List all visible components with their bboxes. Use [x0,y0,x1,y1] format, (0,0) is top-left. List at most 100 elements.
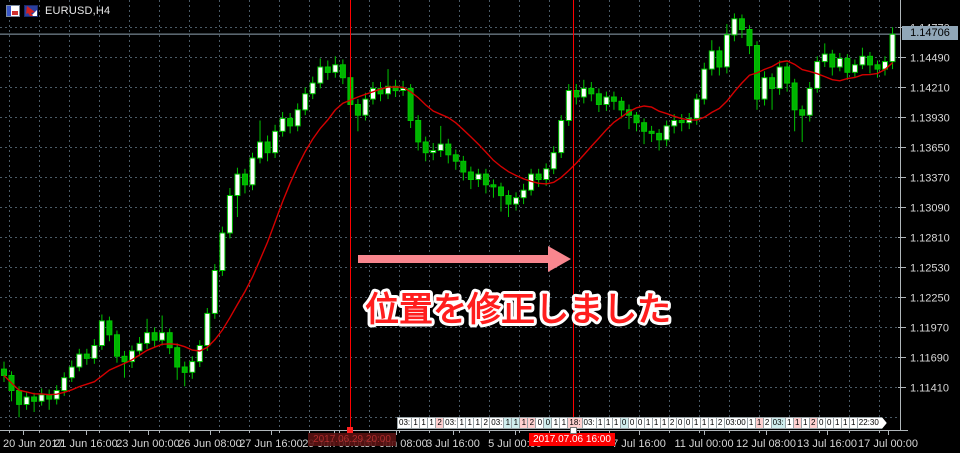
grid [0,0,900,430]
candle-body [114,334,120,357]
candle-body [144,332,151,344]
candle-body [211,270,218,314]
candle-body [339,64,346,79]
candle-body [189,361,196,373]
candle-body [588,87,595,95]
candle-body [851,64,858,73]
candle-body [580,87,587,98]
candle-body [385,85,391,95]
candle-body [558,120,565,154]
candle-body [166,332,173,349]
candle-body [618,100,625,111]
candle-body [151,332,158,341]
time-tick-label: 20 Jun 2017 [3,438,64,450]
candle-body [226,195,233,234]
candle-body [595,93,602,106]
candle-body [91,345,98,359]
candle-body [159,332,166,341]
price-tick-label: 1.12530 [910,263,950,275]
strip-cell: 22:30 [857,417,887,429]
price-tick-label: 1.11690 [910,353,949,365]
candle-body [475,173,482,181]
candle-body [723,34,730,68]
candle-body [407,87,414,121]
candle-body [746,29,753,47]
vline-handle-2[interactable] [570,427,577,434]
candle-body [844,57,851,73]
candle-body [641,122,648,132]
candle-body [482,173,489,186]
time-tick-label: 13 Jul 16:00 [797,438,857,450]
time-tick-label: 26 Jun 08:00 [178,438,242,450]
candlestick-series [1,13,896,418]
candle-body [678,120,685,124]
candle-body [294,109,301,127]
price-tick-label: 1.14210 [910,83,950,95]
candle-body [38,394,45,402]
candle-body [565,90,572,121]
annotation-arrow[interactable] [358,246,571,272]
price-tick-label: 1.13090 [910,203,950,215]
strip-cell: 03: [397,417,413,429]
time-tick-label: 17 Jul 00:00 [858,438,918,450]
strip-cell: 1 [848,417,858,429]
price-tick-label: 1.11970 [910,323,949,335]
candle-body [98,320,105,346]
candle-body [106,320,113,336]
candle-body [656,132,663,141]
candle-body [181,366,188,373]
indicator-strip: 03: 1 1 1 2 03: 1 1 1 2 03: 1 1 1 2 0 0 1 1 18: 03: 1 1 1 0 0 0 1 1 1… [397,417,887,429]
strip-cell: 03: [489,417,505,429]
vertical-lines[interactable] [350,0,574,430]
candle-body [498,186,504,197]
candle-body [23,396,30,405]
candle-body [68,366,75,379]
candle-body [467,171,474,180]
candle-body [708,50,715,70]
candle-body [799,109,806,116]
candle-body [324,66,331,73]
candle-body [287,117,294,127]
strip-cell: 03: [581,417,597,429]
time-tick-label: 12 Jul 08:00 [736,438,796,450]
candle-body [196,345,203,363]
candle-body [859,55,866,66]
time-tick-label: 7 Jul 16:00 [612,438,666,450]
candle-body [490,184,497,188]
symbol-label-group: EURUSD,H4 [6,4,110,17]
candle-body [573,90,580,98]
candle-body [889,33,896,63]
vline-handle-1[interactable] [347,427,353,433]
chart-window-icon [6,4,20,17]
price-tick-label: 1.14490 [910,53,950,65]
candle-body [302,93,309,111]
candle-body [76,353,83,368]
candle-body [671,120,678,127]
candle-body [1,368,7,377]
candle-body [332,64,339,73]
candle-body [249,157,256,186]
candle-body [31,396,38,402]
candle-body [129,350,135,363]
candle-body [61,377,68,392]
candle-body [791,82,798,111]
candle-body [219,232,226,271]
candle-body [415,120,422,143]
candle-body [460,160,467,173]
price-tick-label: 1.12250 [910,293,950,305]
candle-body [16,390,23,405]
price-tick-label: 1.13370 [910,173,950,185]
candle-body [437,143,444,152]
candle-body [272,130,279,154]
annotation-text[interactable]: 位置を修正しました [362,288,674,332]
candle-body [452,154,459,162]
candle-body [242,173,248,186]
price-tick-label: 1.13930 [910,113,950,125]
candle-body [370,87,376,100]
candle-body [505,195,512,205]
candle-body [204,312,211,346]
candle-body [121,355,128,363]
